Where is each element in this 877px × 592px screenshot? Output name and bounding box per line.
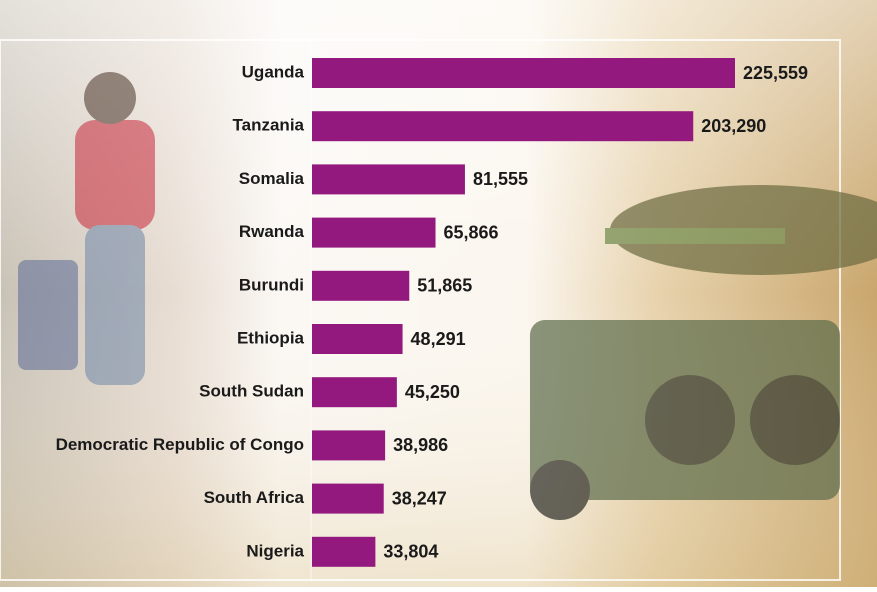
- bar: [312, 58, 735, 88]
- bar: [312, 377, 397, 408]
- bar: [312, 536, 376, 567]
- bar: [312, 217, 436, 248]
- value-label: 45,250: [405, 382, 460, 402]
- value-label: 33,804: [383, 542, 438, 562]
- bar: [312, 164, 465, 195]
- category-label: Uganda: [242, 62, 305, 81]
- value-label: 38,986: [393, 435, 448, 455]
- value-label: 81,555: [473, 169, 528, 189]
- value-label: 65,866: [444, 222, 499, 242]
- bar: [312, 430, 386, 461]
- category-label: Tanzania: [233, 116, 305, 135]
- bar: [312, 111, 694, 142]
- value-label: 48,291: [411, 329, 466, 349]
- category-label: South Sudan: [199, 382, 304, 401]
- category-label: Burundi: [239, 275, 304, 294]
- panel-border: [0, 39, 841, 581]
- photo-right: [530, 185, 877, 520]
- value-label: 51,865: [417, 276, 472, 296]
- photo-left: [18, 72, 155, 385]
- value-label: 225,559: [743, 63, 808, 83]
- bar: [312, 483, 384, 514]
- bar: [312, 324, 403, 354]
- value-label: 203,290: [701, 116, 766, 136]
- category-label: South Africa: [204, 488, 305, 507]
- category-label: Ethiopia: [237, 328, 305, 347]
- category-label: Rwanda: [239, 222, 305, 241]
- category-label: Democratic Republic of Congo: [56, 435, 304, 454]
- bar: [312, 270, 410, 301]
- value-label: 38,247: [392, 488, 447, 508]
- category-label: Somalia: [239, 169, 305, 188]
- category-label: Nigeria: [246, 541, 304, 560]
